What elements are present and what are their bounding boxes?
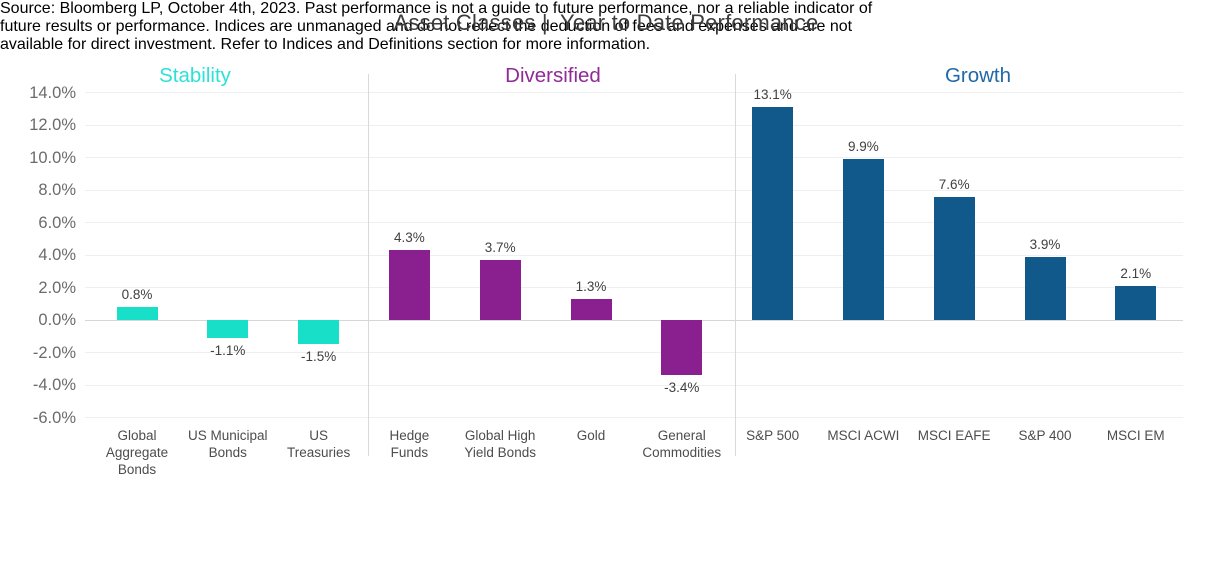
x-axis-category-label: MSCI EAFE [917, 428, 991, 443]
source-note-line: Source: Bloomberg LP, October 4th, 2023.… [0, 0, 873, 17]
x-axis-category-label: Gold [576, 428, 606, 443]
source-note-line: future results or performance. Indices a… [0, 18, 853, 35]
x-axis-category-label: US Treasuries [286, 428, 351, 460]
bar-value-label: 13.1% [753, 87, 792, 103]
gridline [85, 157, 1183, 158]
bar-gold [570, 298, 612, 320]
y-axis-tick-label: 4.0% [38, 246, 76, 264]
section-divider-line [368, 74, 369, 456]
chart-title: Asset Classes | Year to Date Performance [393, 10, 819, 35]
y-axis-tick-label: 10.0% [29, 148, 76, 167]
gridline [85, 189, 1183, 191]
x-axis-category-label: General Commodities [642, 428, 722, 460]
x-axis-category-label: MSCI EM [1106, 428, 1165, 443]
bar-us-treasuries [298, 320, 340, 345]
bar-value-label: 9.9% [848, 139, 879, 155]
bar-value-label: 3.7% [484, 239, 516, 255]
y-axis-tick-label: 0.0% [38, 311, 76, 329]
gridline [85, 287, 1183, 288]
gridline [85, 124, 1183, 126]
bar-value-label: 0.8% [121, 287, 153, 302]
bar-value-label: 1.3% [575, 278, 607, 294]
y-axis-tick-label: -2.0% [32, 343, 76, 362]
bar-value-label: -1.1% [210, 342, 246, 358]
bar-value-label: -3.4% [664, 380, 700, 396]
gridline [85, 417, 1183, 418]
x-axis-category-label: US Municipal Bonds [188, 428, 268, 460]
x-axis-zero-line [85, 319, 1183, 321]
section-header-stability: Stability [159, 64, 231, 87]
source-note-line: available for direct investment. Refer t… [0, 36, 651, 53]
y-axis-tick-label: -4.0% [32, 376, 76, 394]
bar-msci-acwi [842, 159, 884, 320]
y-axis-tick-label: 12.0% [29, 116, 76, 134]
x-axis-category-label: Global High Yield Bonds [464, 428, 536, 460]
gridline [85, 384, 1183, 386]
bar-global-high-yield-bonds [479, 259, 521, 320]
section-divider-line [735, 74, 736, 456]
y-axis-tick-label: 8.0% [38, 181, 76, 199]
bar-us-municipal-bonds [207, 320, 249, 338]
bar-msci-em [1115, 285, 1157, 320]
bar-value-label: 3.9% [1029, 236, 1061, 252]
x-axis-category-label: MSCI ACWI [827, 428, 900, 443]
bar-general-commodities [661, 320, 703, 376]
x-axis-category-label: Global Aggregate Bonds [105, 428, 169, 477]
bar-value-label: 2.1% [1120, 265, 1152, 281]
x-axis-category-label: S&P 400 [1018, 428, 1072, 443]
bar-s-p-400 [1024, 256, 1066, 320]
bar-hedge-funds [388, 250, 430, 320]
x-axis-category-label: S&P 500 [746, 428, 800, 443]
y-axis-tick-label: 6.0% [38, 213, 76, 232]
bar-msci-eafe [933, 196, 975, 320]
bar-s-p-500 [752, 107, 794, 320]
gridline [85, 254, 1183, 256]
y-axis-tick-label: 2.0% [38, 278, 76, 297]
gridline [85, 92, 1183, 93]
bar-value-label: 7.6% [938, 176, 970, 192]
bar-value-label: 4.3% [394, 230, 425, 246]
x-axis-category-label: Hedge Funds [389, 428, 430, 460]
bar-global-aggregate-bonds [116, 307, 158, 320]
section-header-growth: Growth [944, 64, 1012, 87]
gridline [85, 222, 1183, 223]
y-axis-tick-label: 14.0% [29, 83, 76, 102]
gridline [85, 352, 1183, 353]
y-axis-tick-label: -6.0% [32, 408, 76, 427]
section-header-diversified: Diversified [505, 64, 601, 87]
bar-value-label: -1.5% [300, 349, 337, 365]
